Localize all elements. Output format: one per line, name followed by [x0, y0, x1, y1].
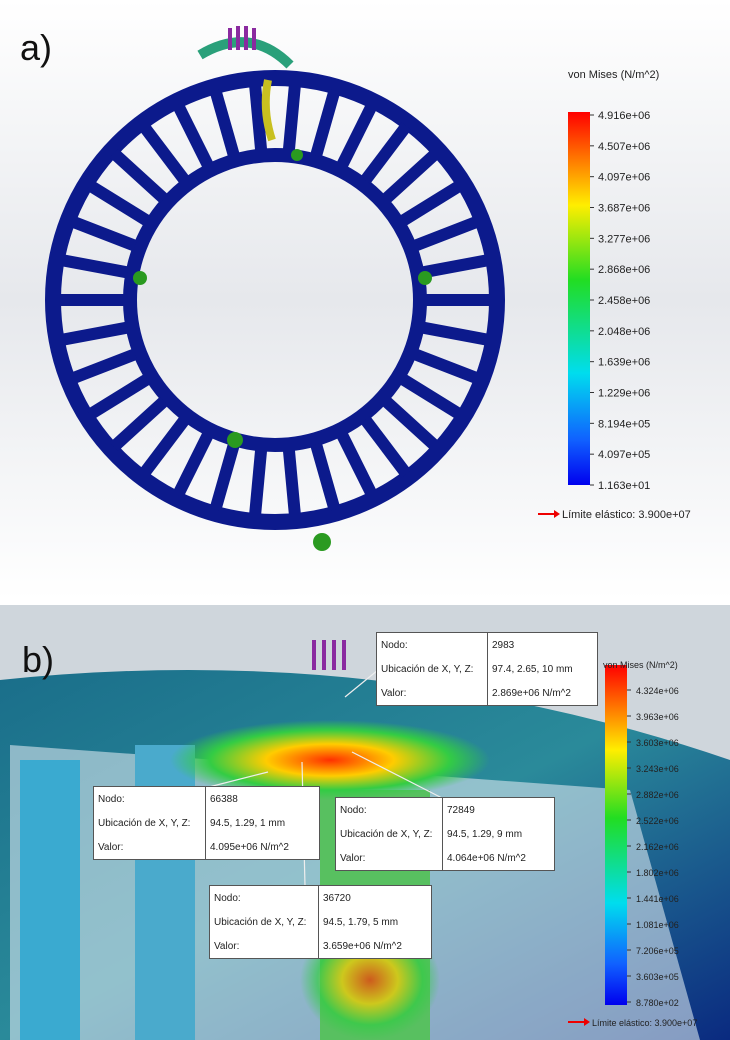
probe-key: Nodo: [336, 798, 443, 822]
legend-tick-label: 4.507e+06 [598, 141, 650, 153]
probe-key: Ubicación de X, Y, Z: [210, 910, 319, 934]
legend-tick-label: 1.229e+06 [598, 388, 650, 400]
spoke [20, 760, 80, 1040]
probe-row: Ubicación de X, Y, Z:94.5, 1.29, 1 mm [94, 811, 319, 835]
probe-row: Ubicación de X, Y, Z:94.5, 1.29, 9 mm [336, 822, 554, 846]
panel-label: b) [22, 639, 54, 680]
probe-key: Valor: [336, 846, 443, 870]
legend-tick-label: 3.603e+05 [636, 972, 679, 982]
probe-value: 4.095e+06 N/m^2 [206, 842, 289, 853]
legend-tick-label: 3.687e+06 [598, 203, 650, 215]
probe-key: Nodo: [94, 787, 206, 811]
legend-tick-label: 2.882e+06 [636, 790, 679, 800]
legend-tick-label: 2.458e+06 [598, 295, 650, 307]
probe-value: 2983 [488, 640, 514, 651]
legend-tick-label: 8.194e+05 [598, 418, 650, 430]
probe-row: Valor:2.869e+06 N/m^2 [377, 681, 597, 705]
probe-key: Ubicación de X, Y, Z: [336, 822, 443, 846]
figure-canvas: a) b) von Mises (N/m^2) 4.916e+06 4.507e+0… [0, 0, 730, 1040]
legend-tick-label: 3.963e+06 [636, 712, 679, 722]
legend-tick-label: 4.097e+05 [598, 449, 650, 461]
probe-row: Nodo:36720 [210, 886, 431, 910]
probe-value: 36720 [319, 893, 351, 904]
legend-tick-label: 1.441e+06 [636, 894, 679, 904]
probe-key: Ubicación de X, Y, Z: [377, 657, 488, 681]
probe-value: 94.5, 1.29, 1 mm [206, 818, 285, 829]
probe-key: Valor: [377, 681, 488, 705]
legend-tick-label: 3.603e+06 [636, 738, 679, 748]
probe-value: 94.5, 1.79, 5 mm [319, 917, 398, 928]
probe-value: 3.659e+06 N/m^2 [319, 941, 402, 952]
color-bar [568, 112, 590, 485]
legend-tick-label: 1.081e+06 [636, 920, 679, 930]
yield-label: Límite elástico: 3.900e+07 [592, 1018, 697, 1028]
probe-value: 72849 [443, 805, 475, 816]
probe-key: Valor: [210, 934, 319, 958]
color-bar [605, 665, 627, 1005]
probe-key: Nodo: [210, 886, 319, 910]
legend-tick-label: 1.163e+01 [598, 480, 650, 492]
probe-row: Nodo:2983 [377, 633, 597, 657]
probe-value: 66388 [206, 794, 238, 805]
probe-row: Valor:3.659e+06 N/m^2 [210, 934, 431, 958]
legend-title: von Mises (N/m^2) [568, 69, 659, 81]
legend-title: von Mises (N/m^2) [603, 660, 678, 670]
probe-key: Valor: [94, 835, 206, 859]
yield-label: Límite elástico: 3.900e+07 [562, 509, 691, 521]
probe-row: Nodo:66388 [94, 787, 319, 811]
legend-tick-label: 7.206e+05 [636, 946, 679, 956]
legend-tick-label: 3.243e+06 [636, 764, 679, 774]
spoke [255, 83, 261, 151]
probe-key: Nodo: [377, 633, 488, 657]
legend-tick-label: 1.802e+06 [636, 868, 679, 878]
spoke [289, 449, 295, 517]
legend-tick-label: 2.162e+06 [636, 842, 679, 852]
probe-value: 94.5, 1.29, 9 mm [443, 829, 522, 840]
legend-tick-label: 2.048e+06 [598, 326, 650, 338]
panel-label: a) [20, 27, 52, 68]
probe-key: Ubicación de X, Y, Z: [94, 811, 206, 835]
legend-tick-label: 8.780e+02 [636, 998, 679, 1008]
legend-tick-label: 2.868e+06 [598, 264, 650, 276]
probe-value: 4.064e+06 N/m^2 [443, 853, 526, 864]
legend-tick-label: 4.916e+06 [598, 110, 650, 122]
legend-tick-label: 2.522e+06 [636, 816, 679, 826]
probe-value: 2.869e+06 N/m^2 [488, 688, 571, 699]
probe-value: 97.4, 2.65, 10 mm [488, 664, 573, 675]
probe-row: Nodo:72849 [336, 798, 554, 822]
probe-row: Valor:4.064e+06 N/m^2 [336, 846, 554, 870]
probe-box: Nodo:2983Ubicación de X, Y, Z:97.4, 2.65… [376, 632, 598, 706]
probe-row: Ubicación de X, Y, Z:94.5, 1.79, 5 mm [210, 910, 431, 934]
legend-tick-label: 1.639e+06 [598, 357, 650, 369]
legend-tick-label: 3.277e+06 [598, 233, 650, 245]
spoke [289, 83, 295, 151]
legend-tick-label: 4.097e+06 [598, 172, 650, 184]
probe-row: Valor:4.095e+06 N/m^2 [94, 835, 319, 859]
figure: a) b) von Mises (N/m^2) 4.916e+06 4.507e+0… [0, 0, 730, 1040]
spoke [255, 449, 261, 517]
legend-tick-label: 4.324e+06 [636, 686, 679, 696]
probe-row: Ubicación de X, Y, Z:97.4, 2.65, 10 mm [377, 657, 597, 681]
